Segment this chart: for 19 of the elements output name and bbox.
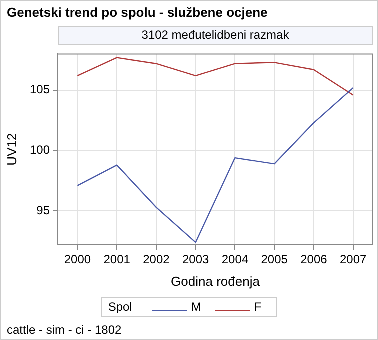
legend-title: Spol bbox=[108, 300, 132, 314]
text: cattle - sim - ci - 1802 bbox=[7, 323, 122, 337]
chart-subtitle: 3102 međutelidbeni razmak bbox=[58, 26, 373, 45]
x-tick-label: 2003 bbox=[182, 252, 210, 267]
chart-title: Genetski trend po spolu - službene ocjene bbox=[7, 5, 268, 20]
x-tick-label: 2002 bbox=[143, 252, 170, 267]
x-tick-label: 2005 bbox=[261, 252, 288, 267]
x-tick-label: 2004 bbox=[222, 252, 249, 267]
x-tick-label: 2007 bbox=[340, 252, 367, 267]
y-tick-label: 95 bbox=[36, 204, 50, 218]
y-axis-title: UV12 bbox=[4, 133, 20, 166]
y-tick-label: 105 bbox=[30, 82, 50, 97]
x-tick-label: 2000 bbox=[64, 252, 92, 267]
legend-label: F bbox=[254, 300, 262, 314]
x-axis-title: Godina rođenja bbox=[171, 274, 261, 289]
x-tick-label: 2006 bbox=[300, 252, 328, 267]
y-tick-label: 100 bbox=[30, 143, 50, 158]
x-tick-label: 2001 bbox=[104, 252, 131, 267]
legend-label: M bbox=[191, 300, 202, 314]
